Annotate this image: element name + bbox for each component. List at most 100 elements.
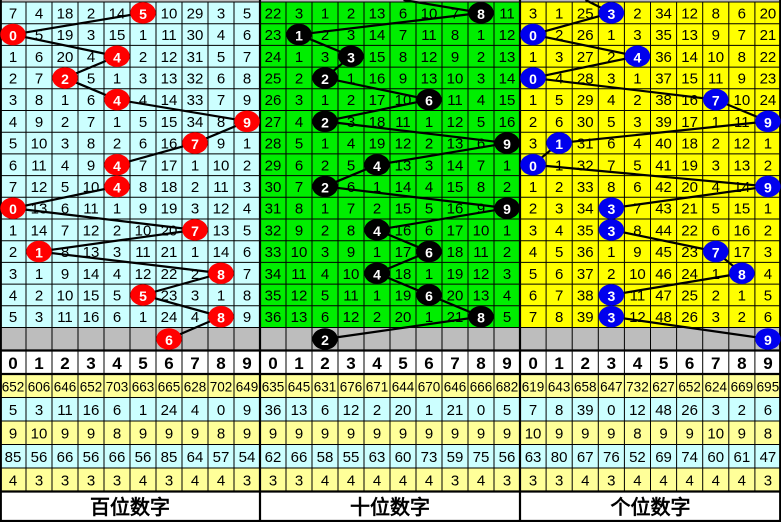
svg-text:9: 9 <box>581 425 589 442</box>
svg-text:627: 627 <box>652 379 675 394</box>
svg-text:9: 9 <box>35 114 43 131</box>
svg-text:8: 8 <box>139 179 147 196</box>
svg-text:5: 5 <box>607 114 615 131</box>
svg-text:7: 7 <box>712 93 720 109</box>
svg-text:34: 34 <box>577 201 594 218</box>
svg-text:2: 2 <box>60 354 69 373</box>
svg-text:32: 32 <box>187 70 204 87</box>
svg-text:2: 2 <box>87 5 95 22</box>
svg-text:12: 12 <box>213 201 230 218</box>
svg-text:1: 1 <box>373 287 381 304</box>
svg-text:4: 4 <box>373 158 381 174</box>
svg-text:9: 9 <box>502 354 511 373</box>
svg-text:8: 8 <box>243 70 251 87</box>
svg-text:60: 60 <box>707 449 724 466</box>
svg-text:652: 652 <box>2 379 25 394</box>
svg-text:5: 5 <box>87 70 95 87</box>
svg-text:39: 39 <box>577 309 594 326</box>
svg-text:3: 3 <box>35 472 43 489</box>
svg-text:3: 3 <box>503 472 511 489</box>
svg-text:21: 21 <box>760 27 777 44</box>
svg-text:21: 21 <box>447 309 464 326</box>
svg-text:31: 31 <box>577 136 594 153</box>
svg-text:11: 11 <box>291 266 307 283</box>
svg-text:14: 14 <box>681 49 698 66</box>
svg-text:10: 10 <box>525 425 542 442</box>
svg-text:3: 3 <box>86 354 95 373</box>
svg-text:12: 12 <box>135 266 152 283</box>
svg-text:13: 13 <box>291 402 308 419</box>
svg-text:1: 1 <box>555 5 563 22</box>
svg-text:8: 8 <box>477 179 485 196</box>
svg-text:666: 666 <box>470 379 493 394</box>
svg-text:14: 14 <box>734 179 751 196</box>
svg-text:13: 13 <box>421 70 438 87</box>
svg-text:6: 6 <box>738 5 746 22</box>
svg-text:9: 9 <box>347 244 355 261</box>
svg-text:9: 9 <box>685 425 693 442</box>
svg-text:2: 2 <box>61 71 69 87</box>
svg-text:9: 9 <box>139 201 147 218</box>
svg-text:7: 7 <box>477 157 485 174</box>
svg-text:2: 2 <box>503 244 511 261</box>
svg-text:3: 3 <box>269 472 277 489</box>
svg-text:12: 12 <box>343 402 360 419</box>
svg-text:14: 14 <box>395 179 412 196</box>
svg-text:18: 18 <box>395 266 412 283</box>
svg-text:41: 41 <box>655 157 672 174</box>
svg-text:57: 57 <box>213 449 230 466</box>
svg-text:9: 9 <box>712 27 720 44</box>
svg-text:3: 3 <box>191 287 199 304</box>
svg-text:4: 4 <box>607 92 615 109</box>
svg-text:4: 4 <box>321 472 329 489</box>
svg-text:4: 4 <box>217 27 225 44</box>
svg-text:9: 9 <box>243 309 251 326</box>
svg-text:26: 26 <box>577 27 594 44</box>
svg-text:48: 48 <box>655 402 672 419</box>
svg-text:2: 2 <box>113 222 121 239</box>
svg-text:5: 5 <box>9 402 17 419</box>
svg-text:9: 9 <box>373 425 381 442</box>
svg-text:9: 9 <box>503 136 511 152</box>
svg-text:4: 4 <box>555 222 563 239</box>
svg-text:11: 11 <box>31 157 47 174</box>
svg-text:4: 4 <box>347 136 355 153</box>
svg-text:17: 17 <box>161 157 178 174</box>
svg-text:11: 11 <box>473 244 489 261</box>
svg-text:3: 3 <box>113 244 121 261</box>
svg-text:37: 37 <box>655 70 672 87</box>
svg-text:3: 3 <box>712 309 720 326</box>
svg-text:9: 9 <box>399 425 407 442</box>
svg-text:4: 4 <box>191 402 199 419</box>
svg-text:1: 1 <box>738 287 746 304</box>
svg-text:5: 5 <box>633 157 641 174</box>
svg-text:663: 663 <box>132 379 155 394</box>
svg-text:2: 2 <box>425 136 433 153</box>
svg-text:12: 12 <box>734 136 751 153</box>
svg-text:4: 4 <box>425 179 433 196</box>
svg-text:624: 624 <box>704 379 727 394</box>
svg-text:3: 3 <box>113 472 121 489</box>
svg-text:6: 6 <box>113 309 121 326</box>
svg-text:1: 1 <box>503 157 511 174</box>
svg-text:18: 18 <box>447 244 464 261</box>
svg-text:15: 15 <box>499 92 516 109</box>
svg-text:0: 0 <box>9 201 17 217</box>
svg-text:4: 4 <box>9 287 17 304</box>
svg-text:3: 3 <box>529 472 537 489</box>
svg-text:0: 0 <box>529 158 537 174</box>
svg-text:11: 11 <box>83 201 99 218</box>
svg-text:6: 6 <box>712 222 720 239</box>
svg-text:4: 4 <box>321 266 329 283</box>
svg-text:2: 2 <box>321 27 329 44</box>
svg-text:6: 6 <box>764 309 772 326</box>
svg-text:7: 7 <box>399 27 407 44</box>
svg-text:5: 5 <box>295 136 303 153</box>
svg-text:56: 56 <box>83 449 100 466</box>
svg-text:34: 34 <box>265 266 282 283</box>
svg-text:11: 11 <box>708 70 724 87</box>
svg-text:8: 8 <box>477 310 485 326</box>
svg-text:4: 4 <box>477 92 485 109</box>
svg-text:628: 628 <box>184 379 207 394</box>
svg-text:11: 11 <box>161 27 177 44</box>
